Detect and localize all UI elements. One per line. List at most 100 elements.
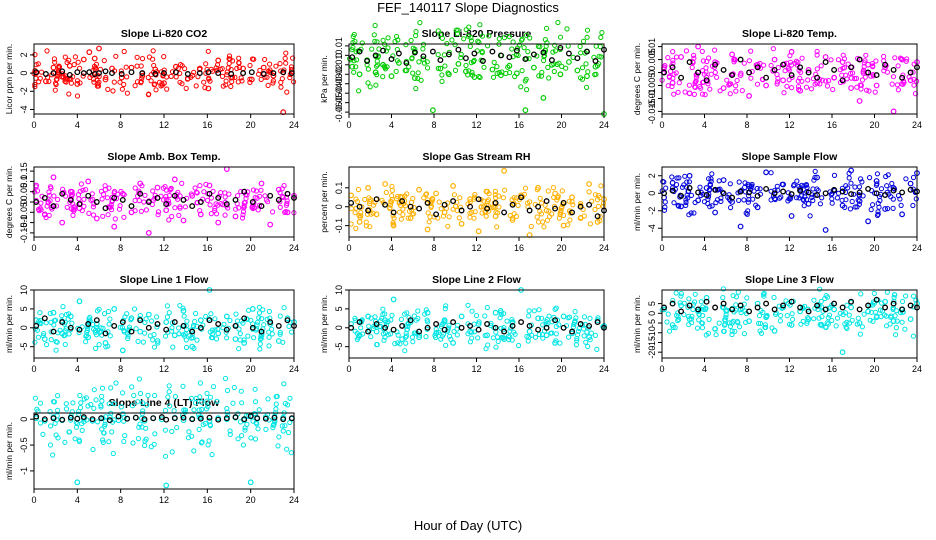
data-point-black bbox=[102, 68, 109, 75]
data-point bbox=[794, 178, 800, 184]
data-point bbox=[380, 74, 386, 80]
data-point bbox=[483, 346, 489, 352]
data-point bbox=[492, 309, 499, 316]
data-point bbox=[360, 331, 366, 337]
data-point bbox=[493, 344, 499, 350]
x-tick-label: 16 bbox=[202, 495, 212, 505]
data-point bbox=[32, 339, 38, 345]
y-tick-label: -5 bbox=[647, 319, 657, 327]
data-point bbox=[438, 32, 444, 38]
y-tick-label: -10 bbox=[647, 326, 657, 339]
data-point bbox=[754, 185, 760, 192]
data-point-black bbox=[569, 209, 576, 216]
x-tick-label: 8 bbox=[431, 243, 436, 253]
data-point-black bbox=[76, 201, 83, 208]
data-point bbox=[385, 45, 391, 51]
data-point bbox=[736, 197, 742, 203]
data-point bbox=[358, 325, 364, 331]
y-tick-label: 0.05 bbox=[19, 183, 29, 201]
data-point bbox=[831, 172, 838, 178]
data-point bbox=[179, 180, 185, 186]
data-point bbox=[803, 84, 810, 90]
data-point bbox=[839, 202, 846, 209]
data-point bbox=[472, 191, 478, 198]
data-point-black bbox=[584, 48, 590, 55]
data-point bbox=[498, 311, 504, 317]
data-point bbox=[205, 48, 211, 54]
data-point bbox=[180, 307, 187, 314]
data-point-black bbox=[441, 201, 448, 208]
data-point bbox=[471, 74, 478, 80]
data-point-black bbox=[530, 51, 537, 58]
data-point bbox=[85, 178, 92, 185]
data-point bbox=[566, 198, 572, 204]
data-point bbox=[427, 214, 433, 220]
data-point bbox=[846, 175, 852, 181]
data-point-black bbox=[206, 190, 213, 197]
data-point bbox=[76, 329, 82, 336]
data-point bbox=[524, 333, 530, 340]
data-point bbox=[500, 311, 507, 317]
data-point bbox=[120, 390, 126, 396]
data-point bbox=[88, 401, 94, 408]
data-point bbox=[695, 197, 701, 204]
data-point-black bbox=[41, 416, 48, 423]
data-point-black bbox=[180, 196, 187, 203]
data-point bbox=[365, 66, 371, 72]
data-point bbox=[224, 335, 230, 341]
data-point bbox=[48, 319, 54, 325]
data-point bbox=[164, 303, 170, 309]
data-point-black bbox=[856, 306, 863, 313]
data-point bbox=[76, 196, 82, 202]
data-point bbox=[172, 63, 179, 70]
data-point bbox=[890, 108, 897, 115]
data-point bbox=[390, 296, 397, 303]
data-point bbox=[192, 318, 198, 325]
data-point bbox=[559, 63, 565, 70]
data-point bbox=[812, 168, 818, 174]
data-point bbox=[492, 188, 498, 194]
data-point bbox=[135, 338, 141, 344]
data-point-black bbox=[248, 69, 255, 76]
data-point bbox=[439, 322, 445, 328]
data-point bbox=[892, 55, 898, 61]
data-point bbox=[538, 200, 545, 206]
data-point bbox=[865, 308, 871, 315]
data-point bbox=[894, 318, 900, 324]
data-point bbox=[822, 227, 829, 233]
data-point bbox=[389, 197, 395, 203]
data-point-black bbox=[93, 317, 100, 324]
data-point bbox=[774, 79, 781, 85]
data-point-black bbox=[223, 326, 230, 333]
data-point bbox=[203, 313, 209, 320]
data-point bbox=[139, 75, 145, 81]
data-point bbox=[285, 429, 292, 436]
data-point bbox=[163, 207, 170, 214]
data-point bbox=[94, 77, 100, 84]
data-point bbox=[859, 77, 866, 83]
x-tick-label: 0 bbox=[346, 120, 351, 130]
data-point bbox=[102, 421, 108, 427]
data-point bbox=[890, 205, 896, 211]
data-point bbox=[86, 49, 93, 56]
data-point bbox=[99, 196, 105, 202]
series-main-cloud bbox=[32, 303, 295, 353]
data-point bbox=[557, 212, 563, 218]
data-point bbox=[839, 185, 846, 191]
data-point bbox=[526, 313, 532, 319]
data-point bbox=[122, 433, 128, 439]
data-point bbox=[831, 74, 837, 81]
data-point-black bbox=[119, 319, 126, 326]
data-point bbox=[72, 204, 78, 210]
data-point bbox=[559, 188, 565, 194]
data-point bbox=[63, 406, 70, 412]
data-point bbox=[125, 333, 131, 339]
data-point bbox=[197, 380, 203, 386]
data-point bbox=[370, 210, 376, 216]
data-point bbox=[907, 77, 914, 84]
data-point-black bbox=[163, 326, 170, 333]
data-point-black bbox=[111, 322, 118, 329]
data-point bbox=[670, 49, 676, 55]
data-point bbox=[797, 87, 803, 94]
data-point bbox=[849, 198, 855, 205]
